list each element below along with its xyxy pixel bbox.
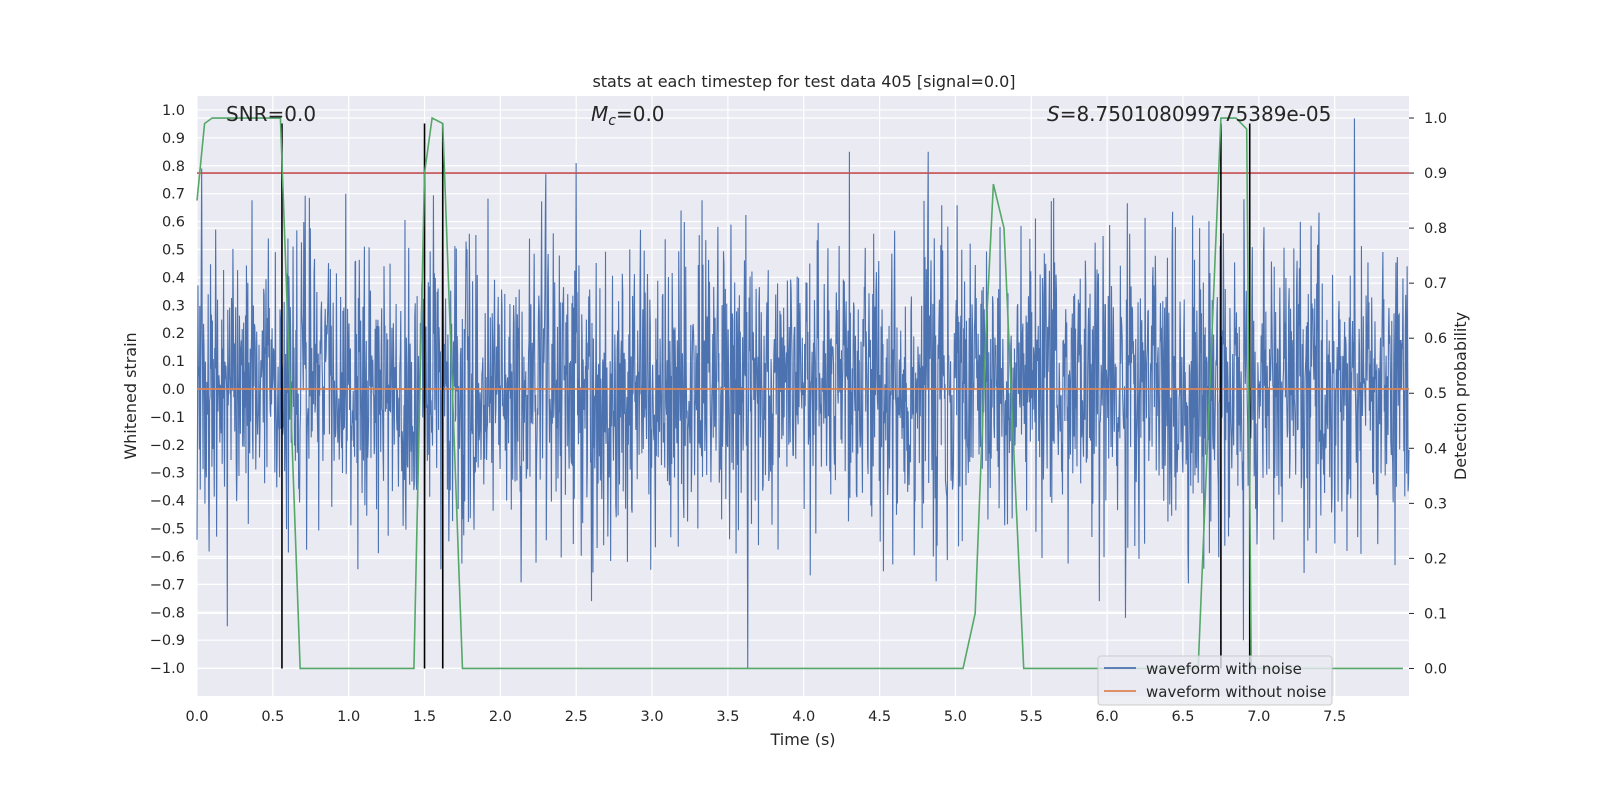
y-tick-label: 1.0 <box>162 103 185 119</box>
y-tick-label: −0.8 <box>150 605 185 621</box>
legend-label-clean: waveform without noise <box>1146 683 1326 701</box>
y-tick-label: −0.3 <box>150 466 185 482</box>
y-tick-label: 0.3 <box>162 298 185 314</box>
y-right-tick-label: 0.2 <box>1424 551 1447 567</box>
y-right-axis-label: Detection probability <box>1451 312 1470 480</box>
x-axis-label: Time (s) <box>769 730 835 749</box>
y-tick-label: −0.2 <box>150 438 185 454</box>
x-tick-label: 7.0 <box>1247 709 1270 725</box>
chirp-mass-annotation: Mc=0.0 <box>591 102 665 129</box>
x-tick-label: 4.0 <box>792 709 815 725</box>
y-right-tick-label: 0.4 <box>1424 441 1447 457</box>
y-tick-label: −0.4 <box>150 494 185 510</box>
y-axis-ticks: −1.0 −0.9 −0.8 −0.7 −0.6 −0.5 −0.4 −0.3 −0.2 −0.1… <box>150 103 185 677</box>
y-right-axis-ticks: 0.0 0.1 0.2 0.3 0.4 0.5 0.6 0.7 0.8 0.9 1.0 <box>1409 111 1447 677</box>
x-tick-label: 0.5 <box>261 709 284 725</box>
y-tick-label: 0.2 <box>162 326 185 342</box>
y-right-tick-label: 0.1 <box>1424 606 1447 622</box>
y-right-tick-label: 0.6 <box>1424 331 1447 347</box>
y-right-tick-label: 1.0 <box>1424 111 1447 127</box>
detection-probability-series <box>196 116 1403 670</box>
y-tick-label: −0.9 <box>150 633 185 649</box>
y-tick-label: 0.1 <box>162 354 185 370</box>
y-axis-label: Whitened strain <box>121 332 140 459</box>
x-tick-label: 0.0 <box>185 709 208 725</box>
y-tick-label: −1.0 <box>150 661 185 677</box>
x-tick-label: 6.0 <box>1096 709 1119 725</box>
y-right-tick-label: 0.7 <box>1424 276 1447 292</box>
x-tick-label: 5.0 <box>944 709 967 725</box>
y-tick-label: 0.8 <box>162 159 185 175</box>
y-right-tick-label: 0.8 <box>1424 221 1447 237</box>
y-tick-label: 0.5 <box>162 242 185 258</box>
y-right-tick-label: 0.3 <box>1424 496 1447 512</box>
y-right-tick-label: 0.9 <box>1424 166 1447 182</box>
y-tick-label: 0.9 <box>162 131 185 147</box>
s-annotation: S=8.750108099775389e-05 <box>1047 102 1331 126</box>
y-right-tick-label: 0.5 <box>1424 386 1447 402</box>
x-tick-label: 1.0 <box>337 709 360 725</box>
legend-box <box>1097 655 1333 706</box>
y-tick-label: 0.0 <box>162 382 185 398</box>
y-tick-label: 0.4 <box>162 270 185 286</box>
y-tick-label: −0.7 <box>150 577 185 593</box>
y-tick-label: −0.5 <box>150 522 185 538</box>
y-right-tick-label: 0.0 <box>1424 661 1447 677</box>
snr-annotation: SNR=0.0 <box>226 102 316 126</box>
legend: waveform with noise waveform without noi… <box>1097 655 1333 706</box>
y-tick-label: −0.1 <box>150 410 185 426</box>
legend-label-noisy: waveform with noise <box>1146 660 1302 678</box>
detection-probability-line <box>196 116 1403 670</box>
x-tick-label: 7.5 <box>1323 709 1346 725</box>
x-tick-label: 4.5 <box>868 709 891 725</box>
detection-markers <box>281 123 1251 669</box>
y-tick-label: 0.6 <box>162 215 185 231</box>
x-tick-label: 1.5 <box>413 709 436 725</box>
chart-title: stats at each timestep for test data 405… <box>592 72 1015 91</box>
x-axis-ticks: 0.0 0.5 1.0 1.5 2.0 2.5 3.0 3.5 4.0 4.5 5.0 5.5 6.0 6… <box>185 709 1346 725</box>
x-tick-label: 2.5 <box>565 709 588 725</box>
x-tick-label: 3.5 <box>716 709 739 725</box>
y-tick-label: −0.6 <box>150 549 185 565</box>
x-tick-label: 6.5 <box>1171 709 1194 725</box>
x-tick-label: 5.5 <box>1020 709 1043 725</box>
y-tick-label: 0.7 <box>162 187 185 203</box>
x-tick-label: 3.0 <box>641 709 664 725</box>
x-tick-label: 2.0 <box>489 709 512 725</box>
